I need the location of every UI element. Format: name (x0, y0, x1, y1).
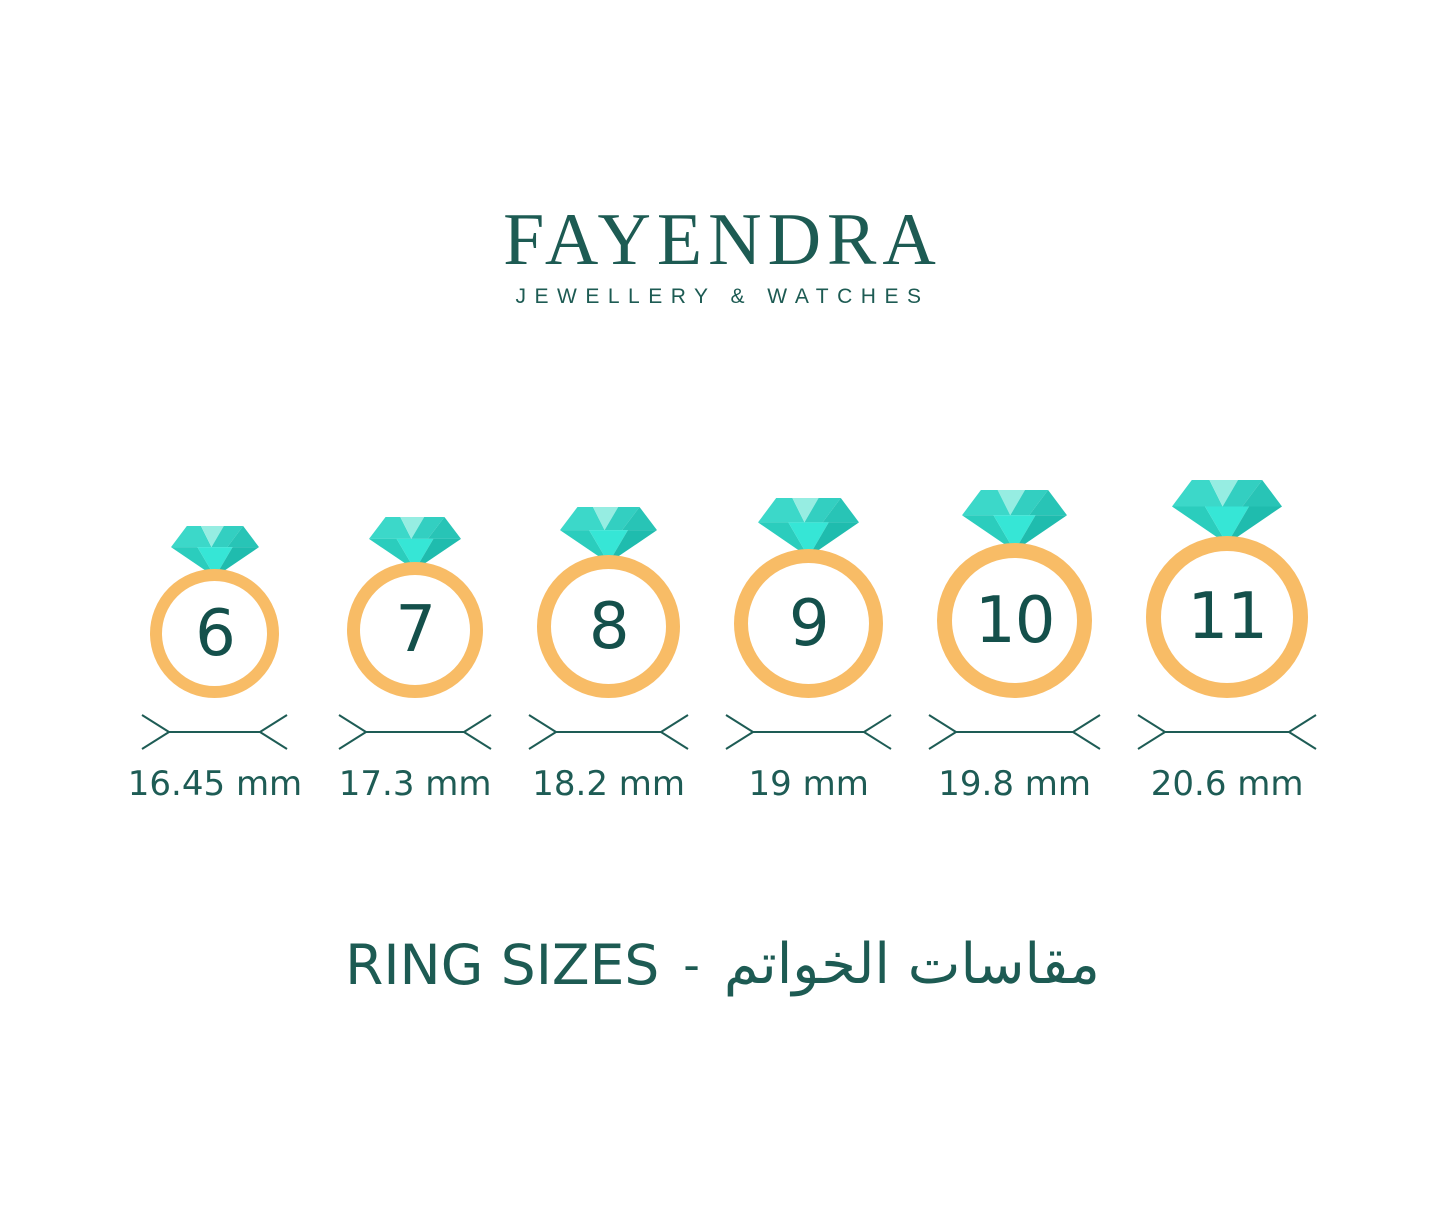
diameter-label: 16.45 mm (127, 764, 303, 804)
diameter-label: 19.8 mm (938, 764, 1092, 804)
diamond-facet (400, 517, 425, 539)
brand-tagline: JEWELLERY & WATCHES (515, 285, 930, 308)
diamond-facet (369, 517, 412, 539)
diamond-facet (200, 526, 224, 548)
ring-band: 7 (347, 562, 484, 698)
diameter-arrow (928, 714, 1101, 750)
ring-column: 8 18.2 mm (528, 507, 689, 805)
ring-size-number: 8 (588, 589, 630, 664)
ring-band: 9 (734, 549, 884, 698)
arrow-lines (141, 714, 289, 750)
diameter-arrow (528, 714, 689, 750)
arrow-lines (528, 714, 689, 750)
diamond-facet (211, 526, 244, 548)
diameter-label: 17.3 mm (338, 764, 492, 804)
diamond-facet (396, 538, 434, 570)
ring-band: 11 (1146, 536, 1309, 698)
brand-logo: FAYENDRA (503, 199, 942, 281)
diameter-label: 20.6 mm (1150, 764, 1304, 804)
arrow-lines (928, 714, 1101, 750)
diamond-facet (822, 498, 860, 523)
diamond-facet (962, 515, 1015, 551)
diamond-facet (792, 498, 819, 523)
diamond-facet (1010, 490, 1049, 516)
ring-column: 11 20.6 mm (1137, 480, 1317, 805)
arrow-lines (1137, 714, 1317, 750)
ring-column: 6 16.45 mm (128, 526, 302, 805)
diamond-facet (1172, 480, 1223, 507)
diameter-label: 18.2 mm (532, 764, 686, 804)
diameter-arrow (141, 714, 289, 750)
diamond-facet (593, 507, 619, 531)
diamond-icon (560, 507, 658, 563)
ring-size-number: 9 (788, 586, 830, 661)
diamond-facet (227, 526, 259, 548)
ring-size-number: 7 (395, 593, 436, 667)
ring-figure: 11 (1146, 480, 1309, 698)
brand-header: FAYENDRA JEWELLERY & WATCHES (0, 203, 1445, 309)
diamond-facet (197, 547, 233, 577)
ring-band: 8 (537, 555, 681, 698)
diameter-arrow (338, 714, 492, 750)
diamond-facet (758, 498, 805, 523)
ring-column: 10 19.8 mm (928, 490, 1101, 805)
diamond-facet (1014, 515, 1068, 551)
chart-title: RING SIZES - مقاسات الخواتم (0, 933, 1445, 997)
title-separator: - (683, 938, 700, 992)
diamond-facet (560, 507, 605, 531)
diamond-facet (428, 517, 462, 539)
diamond-icon (758, 498, 860, 557)
ring-band: 6 (150, 569, 280, 698)
title-english: RING SIZES (345, 933, 660, 997)
ring-figure: 6 (150, 526, 280, 698)
ring-figure: 9 (734, 498, 884, 698)
ring-figure: 7 (347, 517, 484, 698)
diamond-facet (1222, 480, 1263, 507)
diamond-facet (411, 517, 445, 539)
diamond-facet (1029, 490, 1068, 516)
diamond-facet (993, 515, 1036, 551)
diamond-facet (962, 490, 1011, 516)
diamond-facet (1242, 480, 1283, 507)
ring-figure: 8 (537, 507, 681, 698)
diameter-arrow (1137, 714, 1317, 750)
diamond-facet (788, 522, 829, 557)
diamond-facet (1209, 480, 1239, 507)
title-arabic: مقاسات الخواتم (723, 932, 1100, 998)
ring-size-row: 6 16.45 mm 7 17.3 mm 8 18.2 mm 9 19 mm 10 19.8 mm… (0, 480, 1445, 805)
diamond-facet (804, 498, 842, 523)
diamond-facet (622, 507, 658, 531)
ring-band: 10 (937, 543, 1093, 698)
arrow-lines (338, 714, 492, 750)
ring-figure: 10 (937, 490, 1093, 698)
arrow-lines (725, 714, 892, 750)
ring-size-number: 6 (195, 596, 236, 671)
diamond-facet (1205, 506, 1250, 544)
diamond-icon (962, 490, 1068, 551)
ring-column: 7 17.3 mm (338, 517, 492, 805)
diamond-facet (589, 530, 629, 563)
diamond-facet (604, 507, 640, 531)
diameter-label: 19 mm (748, 764, 869, 804)
ring-size-number: 10 (974, 583, 1055, 658)
diameter-arrow (725, 714, 892, 750)
diamond-icon (1172, 480, 1283, 544)
diamond-facet (170, 526, 212, 548)
ring-column: 9 19 mm (725, 498, 892, 805)
diamond-facet (997, 490, 1026, 516)
ring-size-number: 11 (1187, 580, 1267, 654)
